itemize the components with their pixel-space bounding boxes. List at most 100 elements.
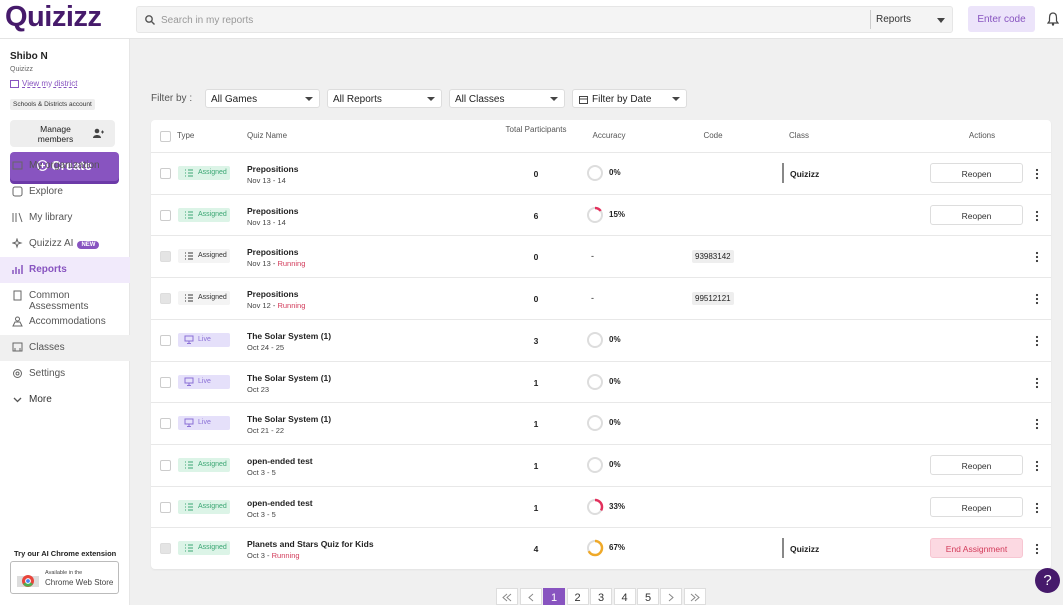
type-badge: Live xyxy=(178,416,230,431)
row-checkbox[interactable] xyxy=(160,168,171,179)
nav-item[interactable]: More xyxy=(0,387,130,413)
filter-select[interactable]: All Classes xyxy=(449,89,565,108)
nav-icon xyxy=(13,397,22,403)
date-text: Oct 3 - 5 xyxy=(247,509,276,519)
table-row[interactable]: Live The Solar System (1) Oct 21 - 22 1 0% xyxy=(151,402,1051,444)
nav-item[interactable]: Classes xyxy=(0,335,130,361)
quiz-name: open-ended test xyxy=(247,497,313,508)
nav-item[interactable]: My organization xyxy=(0,153,130,179)
action-button[interactable]: End Assignment xyxy=(930,538,1023,559)
help-button[interactable]: ? xyxy=(1035,568,1060,593)
nav-item[interactable]: Settings xyxy=(0,361,130,387)
action-button[interactable]: Reopen xyxy=(930,204,1023,225)
table-row[interactable]: Assigned Prepositions Nov 13 - 14 0 0% Quiziz… xyxy=(151,152,1051,194)
table-row[interactable]: Live The Solar System (1) Oct 24 - 25 3 0% xyxy=(151,318,1051,361)
accuracy-ring xyxy=(586,331,604,349)
divider xyxy=(870,10,871,29)
table-row[interactable]: Live The Solar System (1) Oct 23 1 0% xyxy=(151,360,1051,403)
action-button[interactable]: Reopen xyxy=(930,163,1023,183)
table-row[interactable]: Assigned Prepositions Nov 12 - Running 0 - 99… xyxy=(151,277,1051,319)
page-arrow[interactable] xyxy=(496,588,518,605)
nav-item[interactable]: Explore xyxy=(0,179,130,205)
nav-item[interactable]: Accommodations xyxy=(0,309,130,335)
row-checkbox[interactable] xyxy=(160,293,171,305)
row-checkbox[interactable] xyxy=(160,501,171,513)
scope-select[interactable]: Reports xyxy=(876,14,912,25)
nav-label: Settings xyxy=(29,368,66,379)
nav-icon xyxy=(12,342,23,352)
table-row[interactable]: Assigned Prepositions Nov 13 - 14 6 15% Reope… xyxy=(151,193,1051,236)
table-row[interactable]: Assigned open-ended test Oct 3 - 5 1 0% Reope… xyxy=(151,443,1051,486)
participants: 0 xyxy=(533,294,539,305)
search-bar[interactable]: Search in my reports Reports xyxy=(136,6,953,33)
row-checkbox[interactable] xyxy=(160,418,171,430)
chrome-store-badge[interactable]: Available in the Chrome Web Store xyxy=(10,561,119,594)
page-number[interactable]: 2 xyxy=(566,588,589,605)
nav-icon xyxy=(13,369,22,378)
nav-item[interactable]: My library xyxy=(0,205,130,231)
user-name: Shibo N xyxy=(10,51,48,62)
column-header: Type xyxy=(177,131,195,140)
class-name: Quizizz xyxy=(790,169,820,179)
quiz-name: The Solar System (1) xyxy=(247,372,332,383)
logo[interactable]: Quizizz xyxy=(5,1,102,33)
page-number[interactable]: 4 xyxy=(613,588,636,605)
kebab-menu xyxy=(1035,168,1039,180)
page-arrow[interactable] xyxy=(684,588,706,605)
action-button[interactable]: Reopen xyxy=(930,496,1023,517)
filter-select[interactable]: All Reports xyxy=(327,89,442,108)
nav-label: Classes xyxy=(29,342,65,353)
nav-item[interactable]: Reports xyxy=(0,257,130,283)
create-button[interactable]: Create xyxy=(10,152,119,181)
date-text: Oct 3 - 5 xyxy=(247,467,276,477)
row-checkbox[interactable] xyxy=(160,459,171,471)
row-checkbox[interactable] xyxy=(160,251,171,263)
nav-label: My organization xyxy=(29,160,100,171)
row-checkbox[interactable] xyxy=(160,334,171,346)
quiz-date: Oct 3 - 5 xyxy=(247,510,276,519)
enter-code-button[interactable]: Enter code xyxy=(968,6,1035,32)
accuracy: 15% xyxy=(609,209,626,219)
kebab-menu xyxy=(1035,460,1039,471)
row-checkbox[interactable] xyxy=(160,209,171,221)
quiz-name: open-ended test xyxy=(247,455,313,466)
row-checkbox[interactable] xyxy=(160,543,171,555)
quiz-name: Prepositions xyxy=(247,289,299,300)
quiz-name: Prepositions xyxy=(247,205,299,216)
accuracy: 0% xyxy=(609,168,621,177)
header: Quizizz Search in my reports Reports Ent… xyxy=(0,0,1063,39)
row-checkbox[interactable] xyxy=(160,376,171,388)
accuracy: - xyxy=(591,293,594,304)
page-number[interactable]: 5 xyxy=(637,588,659,605)
filter-select[interactable]: Filter by Date xyxy=(572,89,687,108)
kebab-menu xyxy=(1035,502,1039,513)
table-header: Type Quiz Name Total Participants Accuracy C… xyxy=(151,120,1051,152)
class-bar xyxy=(782,163,784,183)
filter-select[interactable]: All Games xyxy=(205,89,320,108)
accuracy: 0% xyxy=(609,418,621,428)
participants: 1 xyxy=(533,502,539,513)
page-number[interactable]: 3 xyxy=(590,588,612,605)
nav-icon xyxy=(12,265,23,274)
table-row[interactable]: Assigned open-ended test Oct 3 - 5 1 33% Reop… xyxy=(151,485,1051,528)
page-number[interactable]: 1 xyxy=(543,588,565,605)
action-button[interactable]: Reopen xyxy=(930,454,1023,475)
type-icon xyxy=(185,461,193,469)
type-icon xyxy=(185,503,193,511)
page-arrow[interactable] xyxy=(520,588,542,605)
class-name: Quizizz xyxy=(790,544,820,555)
table-row[interactable]: Assigned Prepositions Nov 13 - Running 0 - 93… xyxy=(151,235,1051,277)
page-arrow[interactable] xyxy=(660,588,682,605)
nav-item[interactable]: Quizizz AI NEW xyxy=(0,231,130,257)
new-badge: NEW xyxy=(77,241,100,249)
manage-members-button[interactable]: Manage members xyxy=(10,120,115,147)
nav-item[interactable]: Common Assessments xyxy=(0,283,130,312)
bell-icon[interactable] xyxy=(1047,12,1059,26)
reports-table: Type Quiz Name Total Participants Accuracy C… xyxy=(151,120,1051,569)
table-row[interactable]: Assigned Planets and Stars Quiz for Kids O… xyxy=(151,527,1051,569)
nav-label: Explore xyxy=(29,186,63,197)
district-link[interactable]: View my district xyxy=(22,79,78,88)
class-bar xyxy=(782,538,784,559)
search-placeholder: Search in my reports xyxy=(161,15,254,26)
